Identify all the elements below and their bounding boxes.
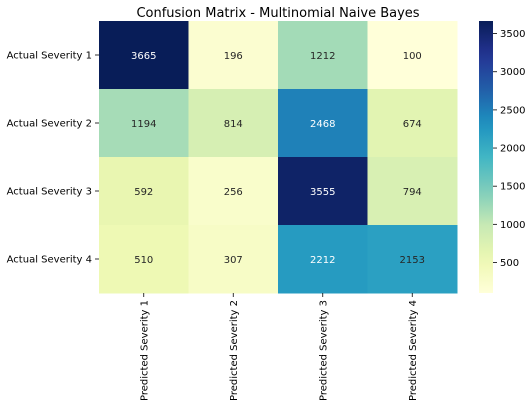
- cell-value-label: 3665: [131, 51, 156, 62]
- row-label: Actual Severity 3: [7, 187, 92, 198]
- heatmap-cell: [99, 21, 189, 90]
- heatmap-cell: [278, 21, 368, 90]
- cell-value-label: 2212: [310, 255, 335, 266]
- colorbar-tick-label: 2000: [500, 144, 525, 155]
- column-labels: Predicted Severity 1 Predicted Severity 2…: [139, 293, 419, 401]
- colorbar: 500 1000 1500 2000 2500 3000 3500: [479, 21, 525, 293]
- colorbar-gradient: [479, 21, 493, 293]
- heatmap-cell: [188, 89, 279, 158]
- colorbar-tick-label: 500: [500, 258, 519, 269]
- heatmap-cell: [367, 157, 458, 226]
- heatmap-cell: [367, 225, 458, 294]
- colorbar-tick-label: 1000: [500, 220, 525, 231]
- cell-value-label: 510: [134, 255, 153, 266]
- heatmap-cells: [99, 21, 458, 294]
- cell-value-label: 2153: [400, 255, 425, 266]
- cell-value-label: 307: [224, 255, 243, 266]
- heatmap-cell: [99, 157, 189, 226]
- cell-value-label: 592: [134, 187, 153, 198]
- colorbar-tick-label: 3500: [500, 29, 525, 40]
- row-label: Actual Severity 4: [7, 255, 92, 266]
- cell-value-label: 100: [403, 51, 422, 62]
- colorbar-tick-label: 3000: [500, 67, 525, 78]
- cell-value-label: 814: [224, 119, 243, 130]
- heatmap-cell: [99, 89, 189, 158]
- chart-title: Confusion Matrix - Multinomial Naive Bay…: [136, 6, 419, 21]
- row-label: Actual Severity 1: [7, 51, 92, 62]
- heatmap-cell: [278, 89, 368, 158]
- cell-value-label: 794: [403, 187, 422, 198]
- column-label: Predicted Severity 3: [318, 300, 329, 401]
- colorbar-tick-label: 2500: [500, 105, 525, 116]
- heatmap-cell: [188, 157, 279, 226]
- cell-value-label: 3555: [310, 187, 335, 198]
- cell-value-label: 196: [224, 51, 243, 62]
- column-label: Predicted Severity 2: [229, 300, 240, 401]
- heatmap-cell: [188, 21, 279, 90]
- heatmap-cell: [278, 157, 368, 226]
- cell-value-label: 256: [224, 187, 243, 198]
- heatmap-cell: [367, 89, 458, 158]
- cell-value-label: 674: [403, 119, 422, 130]
- colorbar-tick-label: 1500: [500, 182, 525, 193]
- column-label: Predicted Severity 1: [139, 300, 150, 401]
- cell-value-label: 1212: [310, 51, 335, 62]
- row-labels: Actual Severity 1 Actual Severity 2 Actual…: [7, 51, 99, 266]
- heatmap-cell: [278, 225, 368, 294]
- heatmap-cell: [188, 225, 279, 294]
- colorbar-ticks: 500 1000 1500 2000 2500 3000 3500: [493, 29, 525, 269]
- cell-value-label: 1194: [131, 119, 156, 130]
- heatmap-cell: [99, 225, 189, 294]
- cell-value-label: 2468: [310, 119, 335, 130]
- row-label: Actual Severity 2: [7, 119, 92, 130]
- heatmap-cell: [367, 21, 458, 90]
- cell-value-labels: 3665 196 1212 100 1194 814 2468 674 592 256 3555 79…: [131, 51, 425, 266]
- column-label: Predicted Severity 4: [408, 300, 419, 401]
